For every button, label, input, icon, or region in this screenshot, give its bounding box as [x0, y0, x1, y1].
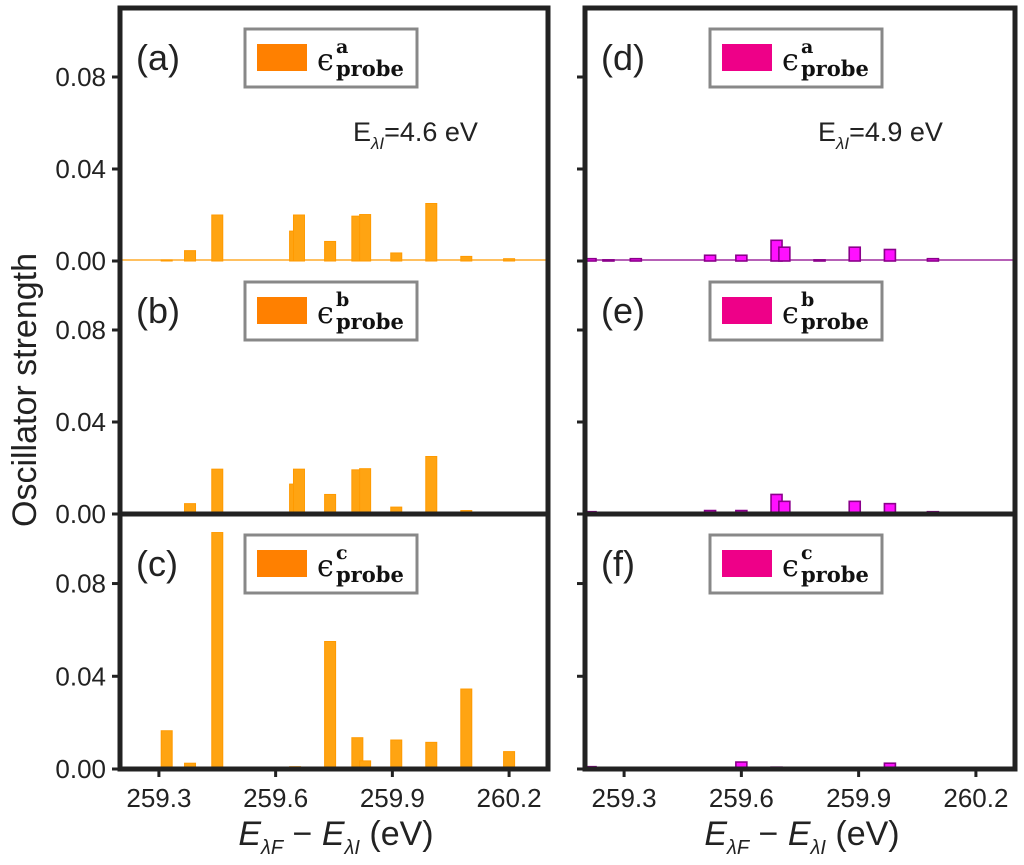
panel-label: (e) — [601, 290, 645, 331]
legend: ϵ c probe — [243, 533, 419, 595]
bar — [425, 741, 438, 770]
bar — [883, 248, 897, 262]
bar — [813, 259, 826, 262]
axes-frame — [582, 5, 1018, 772]
bar — [425, 203, 438, 262]
legend-text: ϵ b probe — [317, 289, 404, 334]
bar — [324, 493, 337, 515]
axes-frame — [117, 5, 551, 772]
panels: 0.00 0.04 0.08 (a) ϵ a probe EλI=4.6 eV 0.00 0.04… — [55, 5, 1018, 859]
y-tick-label: 0.08 — [55, 569, 106, 599]
legend-swatch — [257, 44, 307, 71]
x-tick-label: 260.2 — [943, 783, 1008, 813]
legend-text: ϵ a probe — [782, 36, 869, 81]
y-tick-label: 0.00 — [55, 499, 106, 529]
legend-text: ϵ b probe — [782, 289, 869, 334]
bar — [160, 730, 173, 770]
bar — [292, 214, 305, 262]
bar — [211, 214, 224, 262]
x-tick-label: 259.9 — [826, 783, 891, 813]
legend: ϵ a probe — [708, 27, 884, 89]
bar — [735, 254, 748, 262]
energy-annotation: EλI=4.9 eV — [818, 117, 943, 153]
legend-swatch — [257, 550, 307, 577]
bar — [926, 257, 940, 262]
x-tick-label: 259.3 — [592, 783, 657, 813]
legend-swatch — [257, 297, 307, 324]
legend-box — [708, 533, 884, 595]
panel-label: (f) — [601, 543, 635, 584]
y-tick-label: 0.04 — [55, 407, 106, 437]
bar — [324, 240, 337, 262]
x-tick-label: 260.2 — [477, 783, 542, 813]
bar — [184, 250, 197, 262]
x-axis-label: EλF − EλI (eV) — [238, 815, 433, 859]
y-tick-label: 0.08 — [55, 62, 106, 92]
bar — [292, 468, 305, 515]
legend-text: ϵ c probe — [782, 542, 869, 587]
bar — [503, 751, 516, 770]
y-tick-label: 0.04 — [55, 154, 106, 184]
legend: ϵ b probe — [708, 280, 884, 342]
legend: ϵ a probe — [243, 27, 419, 89]
panel-d: (d) ϵ a probe EλI=4.9 eV — [577, 27, 1015, 263]
bar — [703, 254, 717, 262]
bar — [503, 258, 516, 262]
x-tick-label: 259.6 — [243, 783, 308, 813]
bar — [425, 456, 438, 515]
bar — [160, 259, 173, 262]
legend-swatch — [722, 44, 772, 71]
bar — [359, 214, 372, 262]
bar — [390, 252, 403, 262]
legend-text: ϵ a probe — [317, 36, 404, 81]
bar — [211, 468, 224, 515]
energy-annotation: EλI=4.6 eV — [353, 117, 478, 153]
panel-label: (d) — [601, 37, 645, 78]
panel-c: 0.00 0.04 0.08 (c) ϵ c probe — [55, 532, 548, 784]
panel-a: 0.00 0.04 0.08 (a) ϵ a probe EλI=4.6 eV — [55, 27, 548, 276]
y-tick-label: 0.04 — [55, 661, 106, 691]
bar — [778, 246, 791, 262]
bar — [848, 246, 862, 262]
panel-e: (e) ϵ b probe — [577, 280, 1015, 516]
legend: ϵ c probe — [708, 533, 884, 595]
y-tick-label: 0.00 — [55, 754, 106, 784]
panel-b: 0.00 0.04 0.08 (b) ϵ b probe — [55, 280, 548, 529]
legend-text: ϵ c probe — [317, 542, 404, 587]
panel-label: (a) — [136, 37, 180, 78]
bar — [359, 468, 372, 515]
x-tick-label: 259.6 — [709, 783, 774, 813]
legend: ϵ b probe — [243, 280, 419, 342]
bar — [629, 257, 643, 262]
y-axis-label: Oscillator strength — [6, 253, 44, 527]
legend-swatch — [722, 550, 772, 577]
panel-label: (c) — [136, 543, 178, 584]
bar — [390, 739, 403, 770]
x-axis-label: EλF − EλI (eV) — [704, 815, 899, 859]
bar — [211, 532, 224, 770]
x-tick-label: 259.9 — [360, 783, 425, 813]
y-tick-label: 0.08 — [55, 315, 106, 345]
y-tick-label: 0.00 — [55, 246, 106, 276]
bar — [460, 255, 473, 262]
x-tick-label: 259.3 — [126, 783, 191, 813]
legend-swatch — [722, 297, 772, 324]
bar — [602, 259, 615, 262]
panel-label: (b) — [136, 290, 180, 331]
panel-f: (f) ϵ c probe — [577, 533, 1015, 771]
bar — [460, 688, 473, 770]
bar — [324, 641, 337, 770]
